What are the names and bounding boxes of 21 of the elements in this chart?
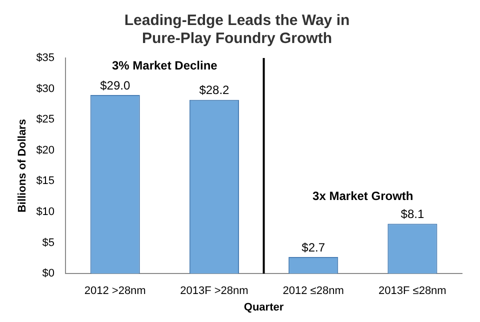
x-tick-label: 2013F ≤28nm — [378, 285, 446, 298]
data-label: $2.7 — [302, 240, 326, 254]
y-tick-label: $25 — [36, 114, 55, 126]
chart-title: Leading-Edge Leads the Way in Pure-Play Foundry Growth — [124, 12, 350, 48]
y-tick-label: $15 — [36, 175, 55, 188]
x-tick-label: 2012 >28nm — [84, 285, 146, 298]
annotation: 3x Market Growth — [312, 188, 414, 203]
x-axis-title: Quarter — [244, 301, 284, 314]
y-axis-title: Billions of Dollars — [16, 119, 29, 213]
y-tick-label: $35 — [36, 52, 55, 64]
y-tick-label: $5 — [42, 236, 55, 249]
y-tick-label: $0 — [42, 268, 55, 280]
data-label: $8.1 — [400, 207, 424, 222]
data-label: $29.0 — [100, 78, 130, 92]
x-tick-label: 2012 ≤28nm — [282, 285, 344, 298]
y-tick-label: $10 — [36, 206, 55, 218]
y-tick-label: $20 — [36, 144, 55, 156]
annotation: 3% Market Decline — [112, 58, 218, 72]
data-label: $28.2 — [199, 83, 230, 98]
x-tick-label: 2013F >28nm — [180, 285, 248, 298]
y-tick-label: $30 — [36, 82, 55, 95]
